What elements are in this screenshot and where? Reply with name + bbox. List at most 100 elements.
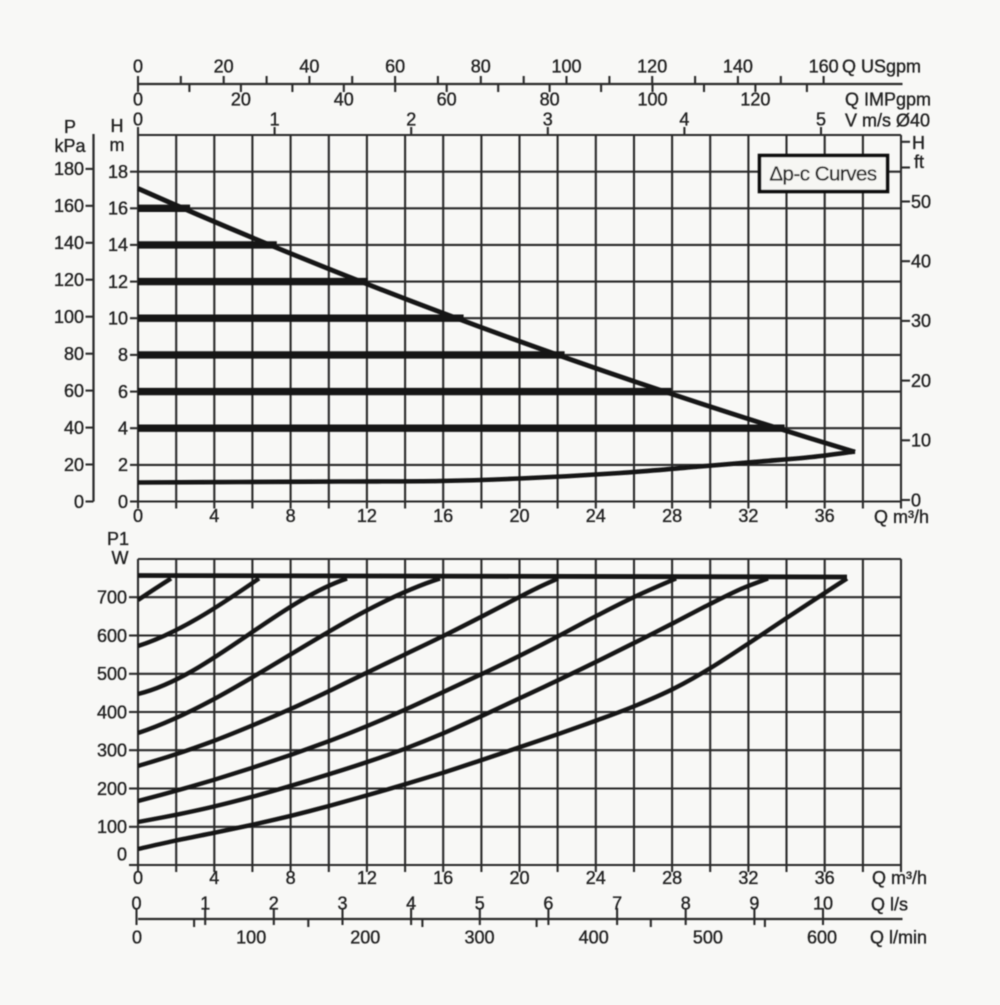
svg-text:8: 8 xyxy=(681,893,691,913)
svg-text:600: 600 xyxy=(807,927,837,947)
svg-text:W: W xyxy=(112,548,129,568)
svg-text:8: 8 xyxy=(286,868,296,888)
svg-text:12: 12 xyxy=(357,868,377,888)
svg-text:36: 36 xyxy=(815,506,835,526)
svg-text:80: 80 xyxy=(540,89,560,109)
svg-text:6: 6 xyxy=(118,382,128,402)
svg-text:4: 4 xyxy=(209,506,219,526)
svg-text:60: 60 xyxy=(437,89,457,109)
svg-text:0: 0 xyxy=(911,490,921,510)
svg-text:24: 24 xyxy=(586,868,606,888)
svg-text:16: 16 xyxy=(433,868,453,888)
svg-text:28: 28 xyxy=(662,868,682,888)
svg-text:2: 2 xyxy=(118,455,128,475)
svg-text:4: 4 xyxy=(406,893,416,913)
svg-text:1: 1 xyxy=(270,109,280,129)
svg-text:Δp-c Curves: Δp-c Curves xyxy=(769,163,877,186)
svg-text:2: 2 xyxy=(269,893,279,913)
svg-text:400: 400 xyxy=(97,702,127,722)
svg-text:24: 24 xyxy=(586,506,606,526)
svg-text:30: 30 xyxy=(911,311,931,331)
svg-text:100: 100 xyxy=(236,927,266,947)
svg-text:100: 100 xyxy=(551,56,581,76)
svg-text:m: m xyxy=(110,135,125,155)
svg-text:16: 16 xyxy=(108,199,128,219)
svg-text:4: 4 xyxy=(679,109,689,129)
svg-text:60: 60 xyxy=(64,381,84,401)
svg-text:32: 32 xyxy=(738,506,758,526)
svg-text:160: 160 xyxy=(54,196,84,216)
svg-text:kPa: kPa xyxy=(54,136,86,156)
svg-text:10: 10 xyxy=(108,309,128,329)
svg-text:Q l/min: Q l/min xyxy=(870,927,927,947)
svg-text:0: 0 xyxy=(117,844,127,864)
svg-text:40: 40 xyxy=(911,252,931,272)
svg-text:20: 20 xyxy=(911,371,931,391)
svg-text:V m/s Ø40: V m/s Ø40 xyxy=(845,110,930,130)
svg-text:120: 120 xyxy=(637,56,667,76)
svg-text:5: 5 xyxy=(475,893,485,913)
svg-text:40: 40 xyxy=(334,89,354,109)
svg-text:P1: P1 xyxy=(107,529,129,549)
svg-text:4: 4 xyxy=(118,419,128,439)
svg-text:0: 0 xyxy=(133,56,143,76)
svg-text:Q m³/h: Q m³/h xyxy=(874,507,929,527)
svg-text:0: 0 xyxy=(133,109,143,129)
svg-text:0: 0 xyxy=(74,492,84,512)
svg-text:20: 20 xyxy=(231,89,251,109)
svg-text:0: 0 xyxy=(132,927,142,947)
svg-text:200: 200 xyxy=(350,927,380,947)
svg-text:100: 100 xyxy=(54,307,84,327)
svg-text:Q IMPgpm: Q IMPgpm xyxy=(845,89,931,109)
svg-text:200: 200 xyxy=(97,779,127,799)
svg-text:7: 7 xyxy=(612,893,622,913)
svg-text:ft: ft xyxy=(914,152,924,172)
svg-text:300: 300 xyxy=(464,927,494,947)
svg-text:5: 5 xyxy=(816,109,826,129)
svg-text:1: 1 xyxy=(200,893,210,913)
svg-text:500: 500 xyxy=(97,664,127,684)
svg-text:0: 0 xyxy=(133,868,143,888)
svg-text:80: 80 xyxy=(64,344,84,364)
svg-text:700: 700 xyxy=(97,588,127,608)
svg-text:20: 20 xyxy=(64,455,84,475)
svg-text:P: P xyxy=(64,117,76,137)
svg-text:20: 20 xyxy=(509,868,529,888)
svg-text:60: 60 xyxy=(385,56,405,76)
svg-text:100: 100 xyxy=(97,817,127,837)
svg-text:0: 0 xyxy=(131,893,141,913)
svg-text:12: 12 xyxy=(357,506,377,526)
svg-text:600: 600 xyxy=(97,626,127,646)
svg-text:Q l/s: Q l/s xyxy=(871,894,908,914)
svg-text:0: 0 xyxy=(118,492,128,512)
svg-text:14: 14 xyxy=(108,235,128,255)
svg-text:6: 6 xyxy=(543,893,553,913)
svg-text:40: 40 xyxy=(64,418,84,438)
svg-text:140: 140 xyxy=(54,233,84,253)
svg-text:140: 140 xyxy=(723,56,753,76)
svg-text:32: 32 xyxy=(738,868,758,888)
svg-text:Q m³/h: Q m³/h xyxy=(872,868,927,888)
svg-text:100: 100 xyxy=(637,89,667,109)
svg-text:120: 120 xyxy=(740,89,770,109)
svg-text:0: 0 xyxy=(133,506,143,526)
svg-text:4: 4 xyxy=(209,868,219,888)
svg-text:500: 500 xyxy=(693,927,723,947)
svg-text:16: 16 xyxy=(433,506,453,526)
svg-text:300: 300 xyxy=(97,741,127,761)
svg-text:2: 2 xyxy=(406,109,416,129)
svg-text:10: 10 xyxy=(813,893,833,913)
svg-text:12: 12 xyxy=(108,272,128,292)
svg-text:8: 8 xyxy=(118,345,128,365)
svg-text:36: 36 xyxy=(815,868,835,888)
svg-text:8: 8 xyxy=(286,506,296,526)
svg-text:10: 10 xyxy=(911,431,931,451)
svg-text:Q USgpm: Q USgpm xyxy=(842,56,921,76)
svg-text:H: H xyxy=(912,133,925,153)
svg-text:3: 3 xyxy=(337,893,347,913)
svg-text:400: 400 xyxy=(579,927,609,947)
svg-text:18: 18 xyxy=(108,162,128,182)
svg-text:0: 0 xyxy=(133,89,143,109)
svg-text:180: 180 xyxy=(54,159,84,179)
svg-text:3: 3 xyxy=(543,109,553,129)
